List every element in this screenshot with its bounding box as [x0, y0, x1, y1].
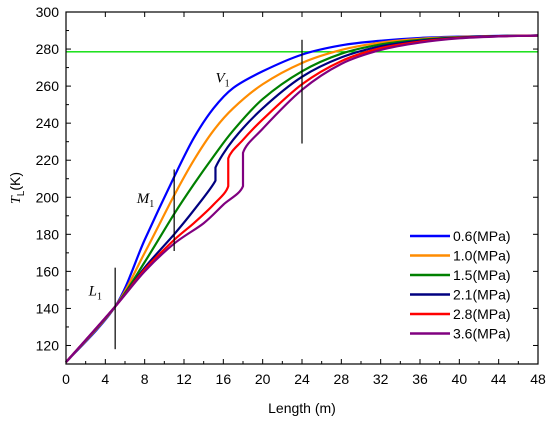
x-tick-label: 24	[294, 371, 310, 387]
x-tick-label: 28	[334, 371, 350, 387]
x-tick-label: 20	[255, 371, 271, 387]
legend: 0.6(MPa) 1.0(MPa) 1.5(MPa) 2.1(MPa) 2.8(MPa)…	[410, 228, 511, 342]
y-tick-label: 220	[36, 152, 60, 168]
x-tick-label: 36	[412, 371, 428, 387]
y-tick-label: 160	[36, 263, 60, 279]
annotation-label-l: L1	[88, 283, 102, 302]
legend-label-3: 1.5(MPa)	[453, 267, 511, 283]
y-tick-label: 300	[36, 4, 60, 20]
x-tick-label: 32	[373, 371, 389, 387]
y-tick-label: 200	[36, 189, 60, 205]
annotation-label-v: V1	[215, 70, 229, 89]
x-tick-label: 4	[101, 371, 109, 387]
x-tick-label: 16	[216, 371, 232, 387]
svg-text:TL(K): TL(K)	[7, 172, 27, 204]
x-tick-label: 12	[176, 371, 192, 387]
x-tick-label: 8	[141, 371, 149, 387]
legend-label-5: 2.8(MPa)	[453, 306, 511, 322]
x-tick-label: 0	[62, 371, 70, 387]
axis-layer: 0 4 8 12 16 20 24 28 32 36 40 44 4812014016018020022…	[36, 4, 546, 387]
legend-label-2: 1.0(MPa)	[453, 248, 511, 264]
y-tick-label: 180	[36, 226, 60, 242]
y-tick-label: 240	[36, 115, 60, 131]
x-tick-label: 48	[530, 371, 546, 387]
annotation-label-m: M1	[136, 191, 155, 210]
y-tick-label: 280	[36, 41, 60, 57]
legend-label-1: 0.6(MPa)	[453, 228, 511, 244]
legend-label-4: 2.1(MPa)	[453, 287, 511, 303]
series-layer	[65, 34, 539, 363]
legend-label-6: 3.6(MPa)	[453, 326, 511, 342]
y-axis-title-main: T	[9, 195, 24, 204]
y-tick-label: 140	[36, 300, 60, 316]
y-tick-label: 120	[36, 337, 60, 353]
y-tick-label: 260	[36, 78, 60, 94]
x-axis-title: Length (m)	[268, 400, 336, 416]
series-line-6	[65, 34, 539, 363]
annotation-layer: L1 M1 V1	[88, 39, 303, 350]
y-axis-title-sub: L	[16, 190, 27, 196]
x-tick-label: 44	[491, 371, 507, 387]
x-tick-label: 40	[452, 371, 468, 387]
y-axis-title: TL(K)	[7, 172, 27, 204]
y-axis-title-unit: (K)	[7, 172, 23, 191]
